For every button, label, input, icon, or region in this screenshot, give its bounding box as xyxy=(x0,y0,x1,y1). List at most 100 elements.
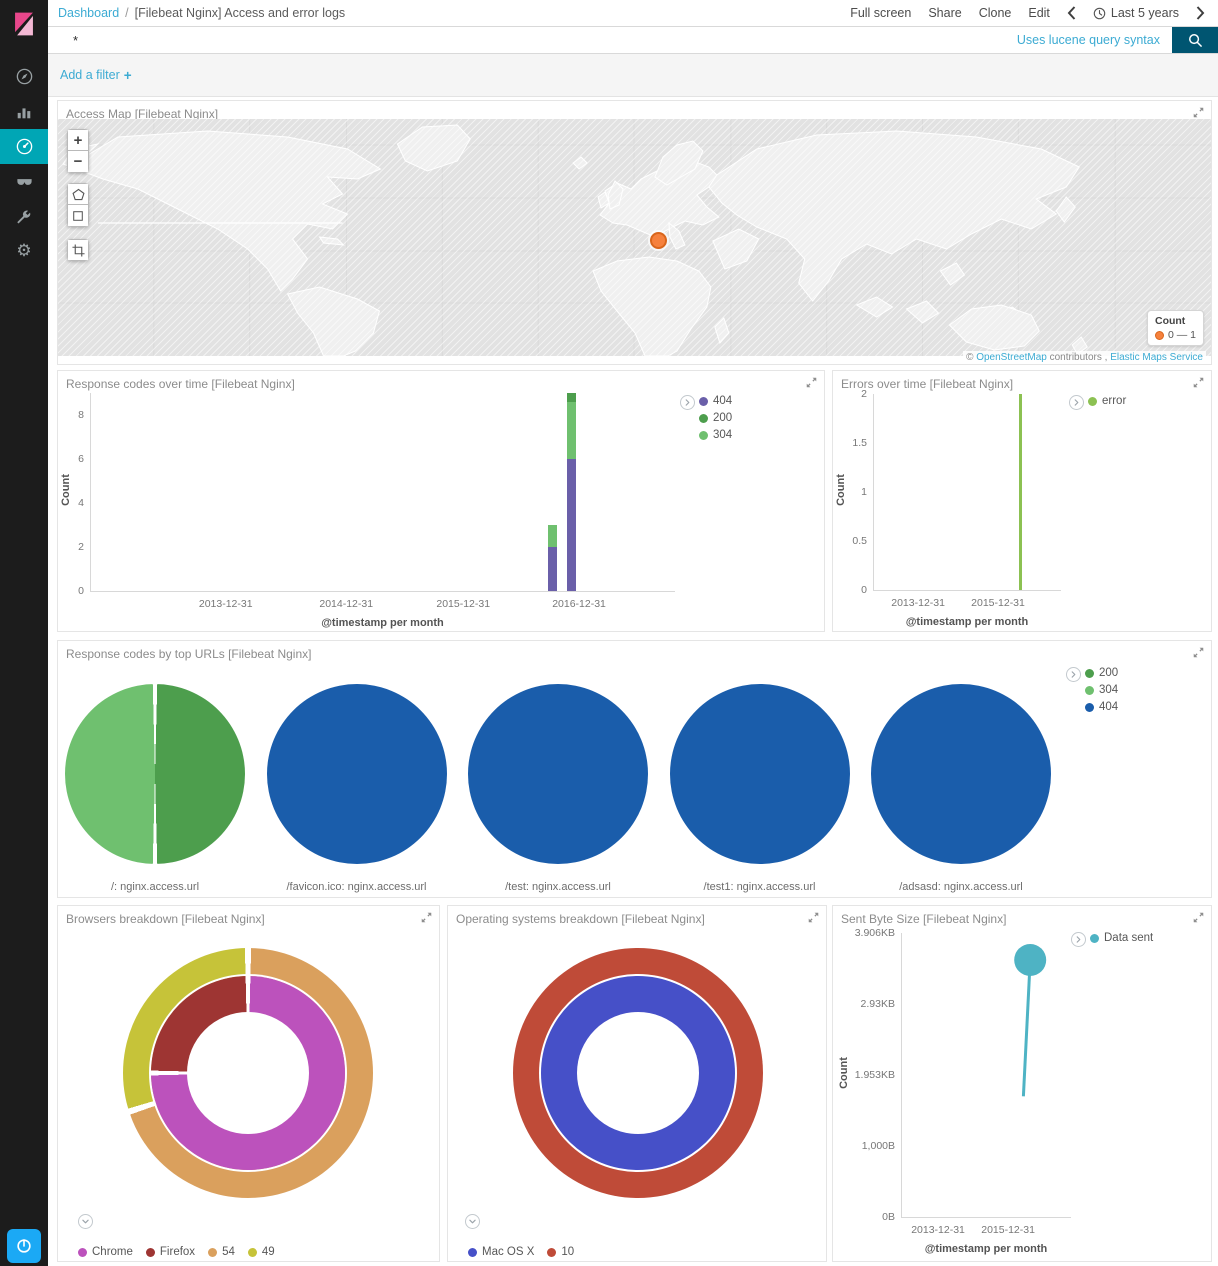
legend-dot xyxy=(1088,396,1097,406)
legend-toggle-icon[interactable] xyxy=(78,1214,93,1229)
legend-item[interactable]: Mac OS X xyxy=(468,1246,534,1258)
x-axis-title: @timestamp per month xyxy=(924,1243,1048,1255)
legend-label: 10 xyxy=(561,1246,575,1258)
x-tick-label: 2015-12-31 xyxy=(436,598,491,610)
pie-label: /: nginx.access.url xyxy=(110,881,200,893)
time-picker[interactable]: Last 5 years xyxy=(1093,6,1179,20)
expand-icon[interactable] xyxy=(808,912,819,923)
world-map[interactable]: + − Count xyxy=(58,119,1211,356)
x-axis-line xyxy=(873,590,1061,591)
panel-title[interactable]: Errors over time [Filebeat Nginx] xyxy=(841,377,1014,391)
pie-chart[interactable] xyxy=(65,684,245,864)
panel-title[interactable]: Browsers breakdown [Filebeat Nginx] xyxy=(66,912,265,926)
share-button[interactable]: Share xyxy=(928,6,962,20)
clone-button[interactable]: Clone xyxy=(978,6,1012,20)
panel-top-urls: Response codes by top URLs [Filebeat Ngi… xyxy=(57,640,1212,898)
y-tick-label: 1.953KB xyxy=(854,1069,895,1081)
pie-label: /favicon.ico: nginx.access.url xyxy=(286,881,427,893)
legend-item[interactable]: Firefox xyxy=(145,1246,195,1258)
pie-chart[interactable] xyxy=(871,684,1051,864)
y-tick-label: 2.93KB xyxy=(860,998,895,1010)
expand-icon[interactable] xyxy=(1193,107,1204,118)
y-axis-line xyxy=(873,394,874,590)
expand-icon[interactable] xyxy=(1193,647,1204,658)
legend-toggle-icon[interactable] xyxy=(680,395,695,410)
nav-bottom-button[interactable] xyxy=(7,1229,41,1263)
legend-toggle-icon[interactable] xyxy=(1069,395,1084,410)
legend-item[interactable]: error xyxy=(1088,395,1126,407)
panel-title[interactable]: Access Map [Filebeat Nginx] xyxy=(66,107,219,121)
expand-icon[interactable] xyxy=(1193,912,1204,923)
fullscreen-button[interactable]: Full screen xyxy=(850,6,912,20)
sidebar-item-visualize[interactable] xyxy=(0,94,48,129)
legend-item[interactable]: 54 xyxy=(208,1246,235,1258)
draw-polygon-button[interactable] xyxy=(67,183,89,205)
time-forward-button[interactable] xyxy=(1196,6,1205,20)
panel-title[interactable]: Operating systems breakdown [Filebeat Ng… xyxy=(456,912,705,926)
legend-toggle-icon[interactable] xyxy=(1066,667,1081,682)
legend-item[interactable]: Chrome xyxy=(78,1246,133,1258)
legend-item[interactable]: 10 xyxy=(547,1246,574,1258)
y-tick-label: 2 xyxy=(78,541,84,553)
legend-dot xyxy=(1085,702,1094,712)
legend-item[interactable]: 200 xyxy=(1085,667,1118,679)
crop-button[interactable] xyxy=(67,239,89,261)
legend-item[interactable]: 404 xyxy=(699,395,732,407)
legend-item[interactable]: 304 xyxy=(1085,684,1118,696)
zoom-in-button[interactable]: + xyxy=(67,129,89,151)
edit-button[interactable]: Edit xyxy=(1028,6,1050,20)
add-filter-plus-icon[interactable]: + xyxy=(123,67,132,83)
osm-link[interactable]: OpenStreetMap xyxy=(976,352,1047,363)
donut-chart-browsers: Chrome Firefox 54 49 xyxy=(58,906,439,1261)
crop-control xyxy=(67,239,89,261)
pie-chart[interactable] xyxy=(468,684,648,864)
legend-item[interactable]: 304 xyxy=(699,429,732,441)
nav-items: ⚙ xyxy=(0,59,48,269)
elastic-maps-link[interactable]: Elastic Maps Service xyxy=(1110,352,1203,363)
bar-segment[interactable] xyxy=(1019,394,1023,590)
legend-dot xyxy=(468,1247,477,1257)
y-tick-label: 0B xyxy=(882,1211,895,1223)
dashboard-grid: Access Map [Filebeat Nginx] xyxy=(48,97,1218,1266)
sidebar-item-discover[interactable] xyxy=(0,59,48,94)
sidebar-item-dashboard[interactable] xyxy=(0,129,48,164)
bar-segment[interactable] xyxy=(566,459,576,591)
bar-segment[interactable] xyxy=(566,393,576,402)
time-back-button[interactable] xyxy=(1067,6,1076,20)
kibana-logo[interactable] xyxy=(0,0,48,48)
sidebar-item-timelion[interactable] xyxy=(0,164,48,199)
lucene-syntax-link[interactable]: Uses lucene query syntax xyxy=(1016,33,1160,47)
bar-segment[interactable] xyxy=(547,547,557,591)
expand-icon[interactable] xyxy=(1193,377,1204,388)
pie-chart[interactable] xyxy=(669,684,850,864)
add-filter-link[interactable]: Add a filter xyxy=(60,68,120,82)
sidebar-item-dev-tools[interactable] xyxy=(0,199,48,234)
legend-toggle-icon[interactable] xyxy=(1071,932,1086,947)
legend-item[interactable]: Data sent xyxy=(1090,932,1153,944)
legend-dot xyxy=(247,1247,257,1257)
data-point[interactable] xyxy=(1014,943,1047,976)
panel-title[interactable]: Sent Byte Size [Filebeat Nginx] xyxy=(841,912,1007,926)
bar-segment[interactable] xyxy=(547,525,557,547)
draw-rectangle-button[interactable] xyxy=(67,205,89,227)
breadcrumb-dashboard-link[interactable]: Dashboard xyxy=(58,6,120,20)
query-bar: Uses lucene query syntax xyxy=(48,27,1218,54)
panel-access-map: Access Map [Filebeat Nginx] xyxy=(57,100,1212,365)
sidebar-item-management[interactable]: ⚙ xyxy=(0,234,48,269)
legend-toggle-icon[interactable] xyxy=(465,1214,480,1229)
expand-icon[interactable] xyxy=(806,377,817,388)
panel-title[interactable]: Response codes by top URLs [Filebeat Ngi… xyxy=(66,647,312,661)
y-tick-label: 1.5 xyxy=(852,437,867,449)
panel-title[interactable]: Response codes over time [Filebeat Nginx… xyxy=(66,377,295,391)
search-input[interactable] xyxy=(48,32,1017,48)
zoom-out-button[interactable]: − xyxy=(67,151,89,173)
search-button[interactable] xyxy=(1172,27,1218,53)
pie-chart[interactable] xyxy=(266,684,447,864)
legend-item[interactable]: 404 xyxy=(1085,701,1118,713)
bar-segment[interactable] xyxy=(566,401,576,459)
donut-chart-os: Mac OS X 10 xyxy=(448,906,826,1261)
expand-icon[interactable] xyxy=(421,912,432,923)
geo-point-marker[interactable] xyxy=(650,232,667,249)
legend-item[interactable]: 49 xyxy=(247,1246,275,1258)
legend-item[interactable]: 200 xyxy=(699,412,732,424)
